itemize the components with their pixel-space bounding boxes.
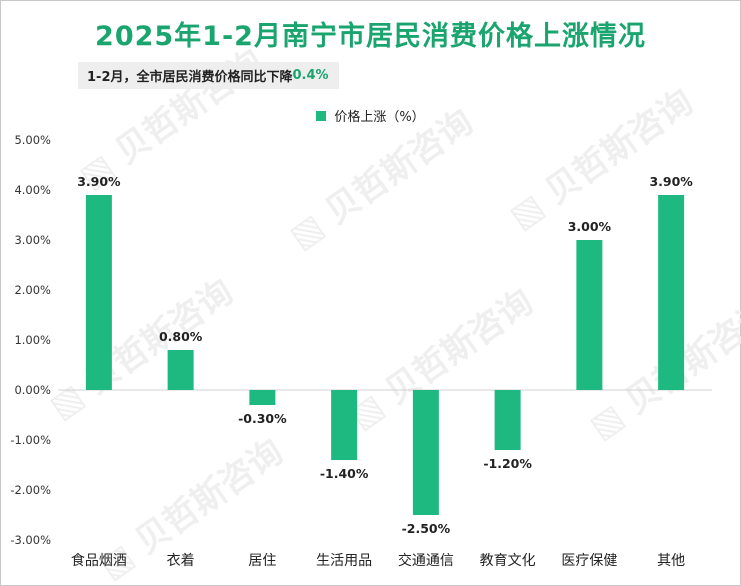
data-label: 3.90% [77, 174, 121, 189]
legend-label: 价格上涨（%） [334, 110, 425, 125]
y-tick-label: -2.00% [10, 483, 51, 497]
x-category-label: 医疗保健 [561, 553, 617, 569]
y-tick-label: 1.00% [14, 333, 51, 347]
bar [331, 390, 358, 460]
y-tick-label: 5.00% [14, 133, 51, 147]
bar [412, 390, 439, 515]
legend-swatch [316, 110, 327, 121]
data-label: -1.20% [483, 456, 532, 471]
bar [167, 350, 194, 390]
x-category-label: 教育文化 [480, 553, 536, 569]
summary-box: 1-2月，全市居民消费价格同比下降 0.4% [78, 62, 339, 89]
data-label: -2.50% [402, 521, 451, 536]
chart-title: 2025年1-2月南宁市居民消费价格上涨情况 [95, 21, 646, 52]
y-tick-label: -1.00% [10, 433, 51, 447]
y-tick-label: 2.00% [14, 283, 51, 297]
x-category-label: 交通通信 [398, 552, 454, 569]
y-tick-label: 3.00% [14, 233, 51, 247]
bar [576, 240, 603, 390]
y-tick-label: -3.00% [10, 533, 51, 547]
data-label: -0.30% [238, 411, 287, 426]
bar [658, 195, 685, 390]
x-category-label: 居住 [248, 553, 276, 569]
y-tick-label: 0.00% [14, 383, 51, 397]
summary-text: 1-2月，全市居民消费价格同比下降 [87, 70, 293, 85]
x-category-label: 生活用品 [316, 553, 372, 569]
data-label: 3.90% [649, 174, 693, 189]
bar [85, 195, 112, 390]
legend: 价格上涨（%） [0, 106, 741, 125]
x-category-label: 其他 [657, 553, 685, 569]
svg-text:▧ 贝哲斯咨询: ▧ 贝哲斯咨询 [42, 272, 240, 427]
data-label: 3.00% [568, 219, 612, 234]
bar [494, 390, 521, 450]
x-category-label: 食品烟酒 [71, 552, 127, 569]
y-tick-label: 4.00% [14, 183, 51, 197]
x-category-label: 衣着 [167, 553, 195, 569]
data-label: -1.40% [320, 466, 369, 481]
bar [249, 390, 276, 405]
data-label: 0.80% [159, 329, 203, 344]
svg-text:▧ 贝哲斯咨询: ▧ 贝哲斯咨询 [282, 102, 480, 257]
summary-highlight-value: 0.4% [292, 68, 329, 83]
